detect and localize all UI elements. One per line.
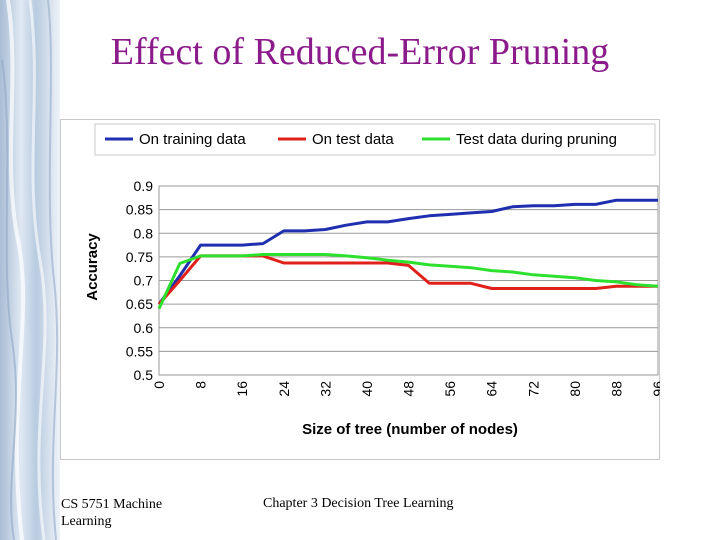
- x-tick-label: 40: [359, 381, 375, 397]
- series-line-2: [157, 253, 659, 310]
- y-tick-label: 0.85: [126, 202, 153, 218]
- y-tick-label: 0.9: [134, 178, 154, 194]
- legend-label-1: On test data: [312, 131, 394, 148]
- x-tick-label: 72: [525, 381, 541, 397]
- x-axis-label: Size of tree (number of nodes): [302, 421, 518, 438]
- y-tick-label: 0.5: [134, 367, 154, 383]
- y-tick-label: 0.7: [134, 273, 154, 289]
- y-tick-label: 0.8: [134, 225, 154, 241]
- footer-chapter: Chapter 3 Decision Tree Learning: [263, 496, 454, 511]
- footer-course: CS 5751 Machine Learning: [61, 497, 163, 529]
- x-tick-label: 48: [401, 381, 417, 397]
- x-tick-label: 32: [317, 381, 333, 397]
- y-tick-label: 0.55: [126, 343, 153, 359]
- y-axis-label: Accuracy: [84, 233, 101, 301]
- legend-box: [94, 123, 656, 156]
- slide-title: Effect of Reduced-Error Pruning: [110, 31, 610, 73]
- x-tick-label: 96: [650, 381, 660, 397]
- x-tick-label: 56: [442, 381, 458, 397]
- x-tick-label: 88: [608, 381, 624, 397]
- marble-texture-strip: [0, 0, 60, 540]
- chart-gridlines: [158, 185, 659, 376]
- x-tick-labels: 0 8 16 24 32 40 48 56 64 72 80 88 96: [151, 381, 660, 397]
- accuracy-line-chart: On training data On test data Test data du…: [84, 123, 660, 438]
- plot-border: [158, 185, 659, 376]
- x-tick-label: 0: [151, 381, 167, 389]
- chart-series: [157, 198, 659, 310]
- series-line-0: [157, 198, 658, 305]
- x-tick-label: 24: [276, 381, 292, 397]
- x-tick-label: 16: [234, 381, 250, 397]
- legend-label-0: On training data: [139, 131, 246, 148]
- y-tick-label: 0.75: [126, 249, 153, 265]
- y-tick-label: 0.6: [134, 320, 154, 336]
- legend-label-2: Test data during pruning: [456, 131, 617, 148]
- y-tick-labels: 0.9 0.85 0.8 0.75 0.7 0.65 0.6 0.55 0.5: [126, 178, 153, 383]
- chart-legend: On training data On test data Test data du…: [94, 123, 656, 156]
- x-tick-label: 80: [567, 381, 583, 397]
- x-tick-label: 64: [484, 381, 500, 397]
- x-tick-label: 8: [193, 381, 209, 389]
- y-tick-label: 0.65: [126, 296, 153, 312]
